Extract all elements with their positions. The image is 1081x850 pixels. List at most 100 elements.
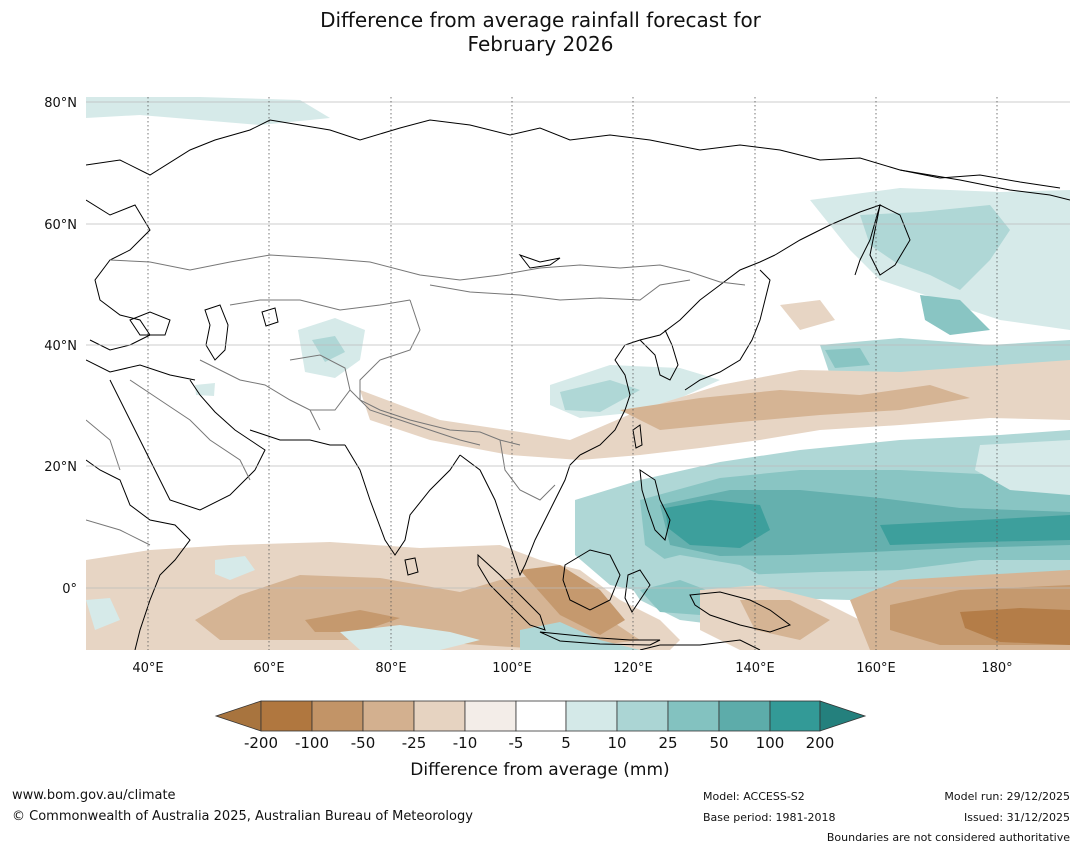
lat-label-20n: 20°N bbox=[44, 460, 77, 475]
lat-label-60n: 60°N bbox=[44, 218, 77, 233]
coastlines bbox=[86, 119, 1070, 650]
wet-region-central-asia-core bbox=[312, 336, 345, 362]
border-kazakhstan-south bbox=[229, 299, 411, 311]
map-panel bbox=[86, 97, 1070, 650]
title-line-2: February 2026 bbox=[467, 32, 614, 56]
colorbar-high-extend bbox=[819, 700, 867, 732]
coastline-arabia bbox=[109, 379, 266, 511]
colorbar-swatch-1 bbox=[260, 700, 313, 732]
border-middle-east bbox=[129, 379, 251, 481]
border-afghanistan bbox=[289, 354, 351, 411]
coastline-philippines bbox=[639, 468, 671, 541]
dry-region-subtropical-pacific-core bbox=[620, 385, 970, 430]
coastline-china bbox=[579, 254, 776, 456]
coastline-sri-lanka bbox=[404, 557, 419, 576]
wet-region-southern-india bbox=[215, 556, 255, 580]
lon-label-40e: 40°E bbox=[132, 661, 163, 676]
graticule bbox=[86, 97, 1070, 650]
colorbar-tick: -5 bbox=[509, 734, 524, 752]
boundaries-disclaimer: Boundaries are not considered authoritat… bbox=[826, 831, 1070, 844]
lat-labels: 80°N 60°N 40°N 20°N 0° bbox=[44, 96, 77, 597]
colorbar-swatch-8 bbox=[616, 700, 669, 732]
colorbar bbox=[214, 700, 867, 732]
base-period: Base period: 1981-2018 bbox=[703, 811, 836, 824]
coastline-arctic bbox=[86, 119, 1061, 189]
lon-label-100e: 100°E bbox=[492, 661, 532, 676]
border-russia-south bbox=[109, 254, 746, 286]
coastline-new-guinea bbox=[689, 591, 792, 633]
colorbar-swatch-5 bbox=[464, 700, 517, 732]
colorbar-tick: 100 bbox=[756, 734, 785, 752]
dry-region-kuroshio bbox=[780, 300, 835, 330]
lon-labels: 40°E 60°E 80°E 100°E 120°E 140°E 160°E 1… bbox=[132, 661, 1012, 676]
lat-label-0: 0° bbox=[62, 582, 77, 597]
colorbar-swatch-9 bbox=[667, 700, 720, 732]
colorbar-swatch-4 bbox=[413, 700, 466, 732]
coastline-iran-pakistan bbox=[249, 429, 345, 446]
colorbar-swatch-10 bbox=[718, 700, 771, 732]
coastline-taiwan bbox=[632, 424, 643, 449]
lon-label-120e: 120°E bbox=[613, 661, 653, 676]
coastline-black-sea bbox=[129, 311, 171, 336]
colorbar-tick: 200 bbox=[806, 734, 835, 752]
lat-label-40n: 40°N bbox=[44, 339, 77, 354]
rainfall-anomaly-shading bbox=[86, 97, 1070, 650]
colorbar-tick: 10 bbox=[607, 734, 626, 752]
coastline-sulawesi bbox=[624, 569, 651, 613]
wet-region-java-sea bbox=[340, 625, 480, 650]
colorbar-swatch-2 bbox=[311, 700, 364, 732]
border-southeast-asia bbox=[499, 439, 556, 501]
coastline-indochina bbox=[459, 454, 581, 577]
colorbar-swatch-3 bbox=[362, 700, 415, 732]
lon-label-140e: 140°E bbox=[735, 661, 775, 676]
lon-label-180: 180° bbox=[981, 661, 1012, 676]
coastline-mediterranean bbox=[86, 359, 196, 381]
colorbar-swatch-6 bbox=[515, 700, 567, 732]
lon-label-160e: 160°E bbox=[856, 661, 896, 676]
website-link[interactable]: www.bom.gov.au/climate bbox=[12, 788, 176, 803]
lat-label-80n: 80°N bbox=[44, 96, 77, 111]
colorbar-low-extend bbox=[214, 700, 262, 732]
coastline-europe bbox=[86, 199, 151, 351]
colorbar-tick: 5 bbox=[561, 734, 571, 752]
coastline-japan bbox=[684, 269, 771, 391]
colorbar-tick: -50 bbox=[351, 734, 376, 752]
wet-region-east-china-sea-core bbox=[560, 380, 640, 412]
model-run-date: Model run: 29/12/2025 bbox=[944, 790, 1070, 803]
colorbar-ticks: -200 -100 -50 -25 -10 -5 5 10 25 50 100 … bbox=[244, 734, 834, 752]
dry-region-south-pacific-core bbox=[960, 608, 1070, 645]
wet-region-central-pacific-band bbox=[880, 515, 1070, 545]
border-china-west bbox=[359, 299, 521, 446]
map-title: Difference from average rainfall forecas… bbox=[0, 8, 1081, 56]
wet-region-north-pacific-core bbox=[825, 348, 870, 368]
colorbar-title: Difference from average (mm) bbox=[410, 760, 669, 780]
colorbar-tick: -10 bbox=[453, 734, 478, 752]
title-line-1: Difference from average rainfall forecas… bbox=[320, 8, 761, 32]
colorbar-tick: 50 bbox=[709, 734, 728, 752]
coastline-australia bbox=[639, 639, 761, 650]
dry-region-borneo-core bbox=[520, 565, 625, 635]
coastline-caspian bbox=[204, 304, 229, 361]
coastline-aral bbox=[261, 307, 279, 327]
colorbar-tick: -25 bbox=[402, 734, 427, 752]
country-borders bbox=[86, 254, 746, 546]
coastline-sumatra bbox=[477, 553, 546, 631]
border-mongolia bbox=[429, 279, 691, 301]
dry-region-indian-ocean-core bbox=[305, 610, 400, 632]
wet-region-philippine-sea-max bbox=[665, 500, 770, 548]
colorbar-swatch-11 bbox=[769, 700, 821, 732]
lon-label-60e: 60°E bbox=[253, 661, 284, 676]
colorbar-swatch-7 bbox=[565, 700, 618, 732]
wet-region-west-indian bbox=[86, 598, 120, 630]
colorbar-tick: -200 bbox=[244, 734, 278, 752]
wet-region-arabia bbox=[195, 383, 215, 396]
coastline-kamchatka bbox=[869, 204, 911, 276]
wet-region-kamchatka-inner bbox=[920, 295, 990, 335]
border-africa bbox=[86, 419, 151, 546]
coastline-india bbox=[344, 444, 461, 556]
border-india-north bbox=[349, 389, 481, 446]
coastline-borneo bbox=[562, 549, 621, 611]
colorbar-tick: 25 bbox=[658, 734, 677, 752]
coastline-baikal bbox=[518, 253, 561, 269]
